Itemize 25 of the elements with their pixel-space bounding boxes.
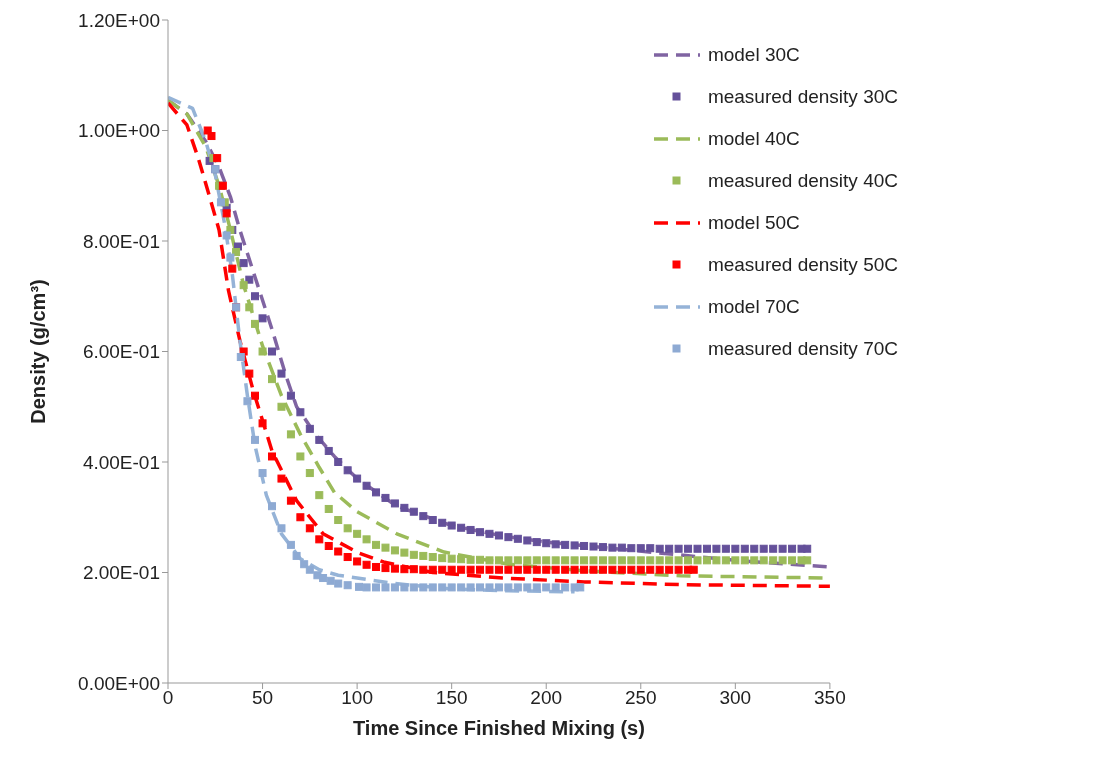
legend-label: measured density 40C bbox=[707, 170, 898, 192]
y-tick-label: 1.20E+00 bbox=[78, 9, 160, 31]
y-tick-label: 6.00E-01 bbox=[82, 341, 160, 363]
x-tick-label: 200 bbox=[530, 687, 563, 709]
x-tick-label: 100 bbox=[341, 687, 373, 709]
x-tick-label: 50 bbox=[251, 687, 274, 709]
y-tick-label: 1.00E+00 bbox=[78, 120, 160, 142]
x-tick-label: 300 bbox=[719, 687, 752, 709]
legend-label: measured density 70C bbox=[707, 338, 898, 360]
x-tick-label: 250 bbox=[624, 687, 657, 709]
legend-label: model 70C bbox=[707, 296, 800, 318]
legend-label: measured density 50C bbox=[707, 254, 898, 276]
y-tick-label: 0.00E+00 bbox=[78, 672, 160, 694]
legend-label: model 30C bbox=[707, 44, 800, 66]
x-tick-label: 0 bbox=[162, 687, 174, 709]
y-tick-label: 4.00E-01 bbox=[82, 451, 160, 473]
y-tick-label: 2.00E-01 bbox=[82, 562, 160, 584]
x-tick-label: 350 bbox=[814, 687, 846, 709]
x-tick-label: 150 bbox=[435, 687, 468, 709]
legend-label: model 50C bbox=[707, 212, 800, 234]
y-tick-label: 8.00E-01 bbox=[82, 230, 160, 252]
x-axis-title: Time Since Finished Mixing (s) bbox=[352, 717, 645, 739]
y-axis-title: Density (g/cm³) bbox=[27, 279, 50, 424]
legend-label: measured density 30C bbox=[707, 86, 898, 108]
legend-label: model 40C bbox=[707, 128, 800, 150]
